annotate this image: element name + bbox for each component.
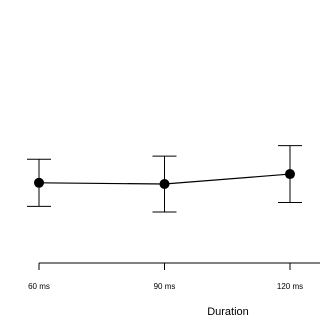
- data-point: [159, 179, 170, 190]
- x-tick-label: 120 ms: [277, 282, 303, 291]
- data-point: [285, 169, 295, 180]
- x-tick-label: 60 ms: [28, 282, 50, 291]
- data-point: [34, 177, 44, 188]
- x-tick-label: 90 ms: [154, 282, 176, 291]
- x-axis-title: Duration: [207, 306, 249, 318]
